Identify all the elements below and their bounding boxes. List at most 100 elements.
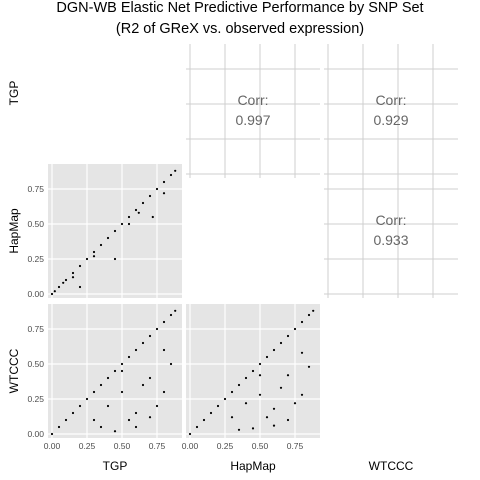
data-point	[120, 362, 124, 366]
data-point	[169, 313, 173, 317]
data-point	[188, 432, 192, 436]
data-point	[237, 383, 241, 387]
y-tick-label: 0.00	[27, 289, 44, 299]
data-point	[57, 425, 61, 429]
x-variable-label: TGP	[103, 459, 128, 473]
data-point	[134, 411, 138, 415]
data-point	[99, 243, 103, 247]
x-tick-label: 0.75	[149, 441, 166, 451]
x-tick-label: 0.00	[44, 441, 61, 451]
data-point	[134, 348, 138, 352]
x-tick-label: 0.25	[79, 441, 96, 451]
data-point	[230, 390, 234, 394]
data-point	[106, 404, 110, 408]
data-point	[162, 348, 166, 352]
x-tick-label: 0.50	[252, 441, 269, 451]
data-point	[141, 201, 145, 205]
data-point	[148, 194, 152, 198]
data-point	[258, 374, 262, 377]
data-point	[137, 211, 140, 214]
data-point	[162, 192, 166, 195]
data-point	[148, 376, 152, 380]
data-point	[293, 327, 297, 331]
data-point	[57, 285, 61, 289]
data-point	[99, 425, 103, 429]
data-point	[300, 393, 304, 396]
data-point	[237, 428, 241, 431]
y-variable-label: HapMap	[7, 208, 21, 254]
y-tick-label: 0.50	[27, 219, 44, 229]
data-point	[50, 432, 54, 436]
x-variable-label: WTCCC	[369, 459, 414, 473]
data-point	[85, 397, 89, 401]
y-tick-label: 0.75	[27, 184, 44, 194]
data-point	[127, 222, 131, 226]
data-point	[209, 411, 213, 415]
data-point	[127, 215, 131, 219]
data-point	[272, 424, 276, 427]
y-tick-label: 0.00	[27, 429, 44, 439]
y-variable-label: TGP	[7, 81, 21, 106]
data-point	[71, 411, 75, 415]
data-point	[64, 418, 68, 422]
data-point	[113, 229, 117, 233]
data-point	[71, 276, 75, 279]
data-point	[134, 208, 138, 212]
data-point	[230, 416, 234, 419]
data-point	[279, 341, 283, 345]
data-point	[251, 369, 255, 373]
y-tick-label: 0.50	[27, 359, 44, 369]
data-point	[155, 404, 159, 408]
data-point	[265, 416, 269, 419]
data-point	[162, 320, 166, 324]
data-point	[92, 390, 96, 394]
x-tick-label: 0.00	[182, 441, 199, 451]
data-point	[113, 369, 117, 373]
data-point	[113, 257, 117, 261]
data-point	[148, 416, 152, 419]
chart-subtitle: (R2 of GReX vs. observed expression)	[115, 21, 365, 37]
data-point	[293, 402, 297, 405]
data-point	[106, 236, 110, 240]
x-tick-label: 0.25	[217, 441, 234, 451]
y-tick-label: 0.25	[27, 254, 44, 264]
y-tick-label: 0.25	[27, 394, 44, 404]
data-point	[151, 215, 154, 219]
x-variable-label: HapMap	[230, 459, 276, 473]
corr-value: 0.929	[373, 112, 408, 128]
data-point	[286, 374, 290, 377]
data-point	[312, 309, 315, 312]
data-point	[78, 285, 82, 289]
data-point	[134, 425, 138, 429]
data-point	[99, 383, 103, 387]
data-point	[141, 341, 145, 345]
data-point	[78, 264, 82, 268]
data-point	[120, 369, 124, 373]
data-point	[216, 404, 220, 408]
data-point	[106, 376, 110, 380]
data-point	[155, 187, 159, 191]
data-point	[64, 278, 68, 282]
data-point	[307, 313, 311, 317]
corr-label: Corr:	[237, 92, 268, 108]
data-point	[223, 397, 227, 401]
y-variable-label: WTCCC	[7, 348, 21, 393]
data-point	[53, 290, 56, 293]
data-point	[307, 365, 311, 368]
data-point	[162, 180, 166, 184]
x-tick-label: 0.75	[287, 441, 304, 451]
data-point	[169, 362, 173, 366]
data-point	[272, 407, 276, 410]
data-point	[202, 418, 206, 422]
chart-title: DGN-WB Elastic Net Predictive Performanc…	[56, 0, 424, 16]
data-point	[300, 351, 304, 354]
data-point	[62, 281, 65, 284]
data-point	[251, 427, 255, 430]
data-point	[174, 309, 177, 312]
data-point	[155, 327, 159, 331]
data-point	[141, 383, 145, 387]
data-point	[169, 173, 173, 177]
data-point	[127, 418, 131, 422]
corr-value: 0.933	[373, 232, 408, 248]
